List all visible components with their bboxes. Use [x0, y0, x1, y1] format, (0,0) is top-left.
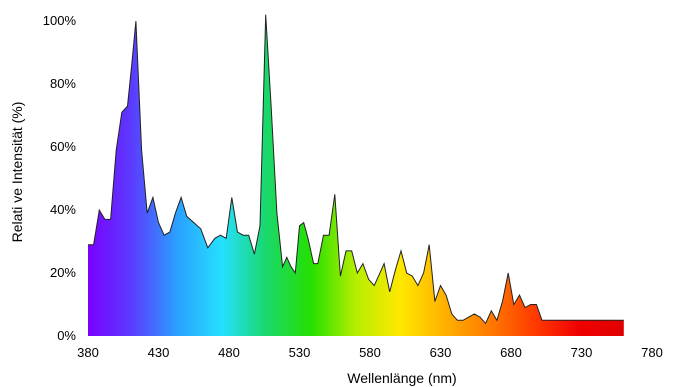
- x-axis-ticks: 380 430 480 530 580 630 680 730 780: [77, 345, 663, 360]
- plot-area: [88, 14, 624, 336]
- spectrum-area: [88, 14, 624, 336]
- y-axis-title: Relati ve Intensität (%): [9, 102, 25, 243]
- x-tick-label: 430: [148, 345, 170, 360]
- x-tick-label: 630: [430, 345, 452, 360]
- spectrum-line: [88, 14, 624, 325]
- y-tick-label: 0%: [57, 328, 76, 343]
- y-tick-label: 20%: [50, 265, 76, 280]
- x-tick-label: 780: [641, 345, 663, 360]
- x-tick-label: 480: [218, 345, 240, 360]
- y-tick-label: 100%: [43, 13, 77, 28]
- y-tick-label: 80%: [50, 76, 76, 91]
- x-tick-label: 580: [359, 345, 381, 360]
- x-axis-title: Wellenlänge (nm): [347, 370, 456, 386]
- x-tick-label: 680: [500, 345, 522, 360]
- y-tick-label: 40%: [50, 202, 76, 217]
- y-axis-ticks: 0% 20% 40% 60% 80% 100%: [43, 13, 77, 343]
- y-tick-label: 60%: [50, 139, 76, 154]
- x-tick-label: 380: [77, 345, 99, 360]
- x-tick-label: 730: [571, 345, 593, 360]
- x-tick-label: 530: [289, 345, 311, 360]
